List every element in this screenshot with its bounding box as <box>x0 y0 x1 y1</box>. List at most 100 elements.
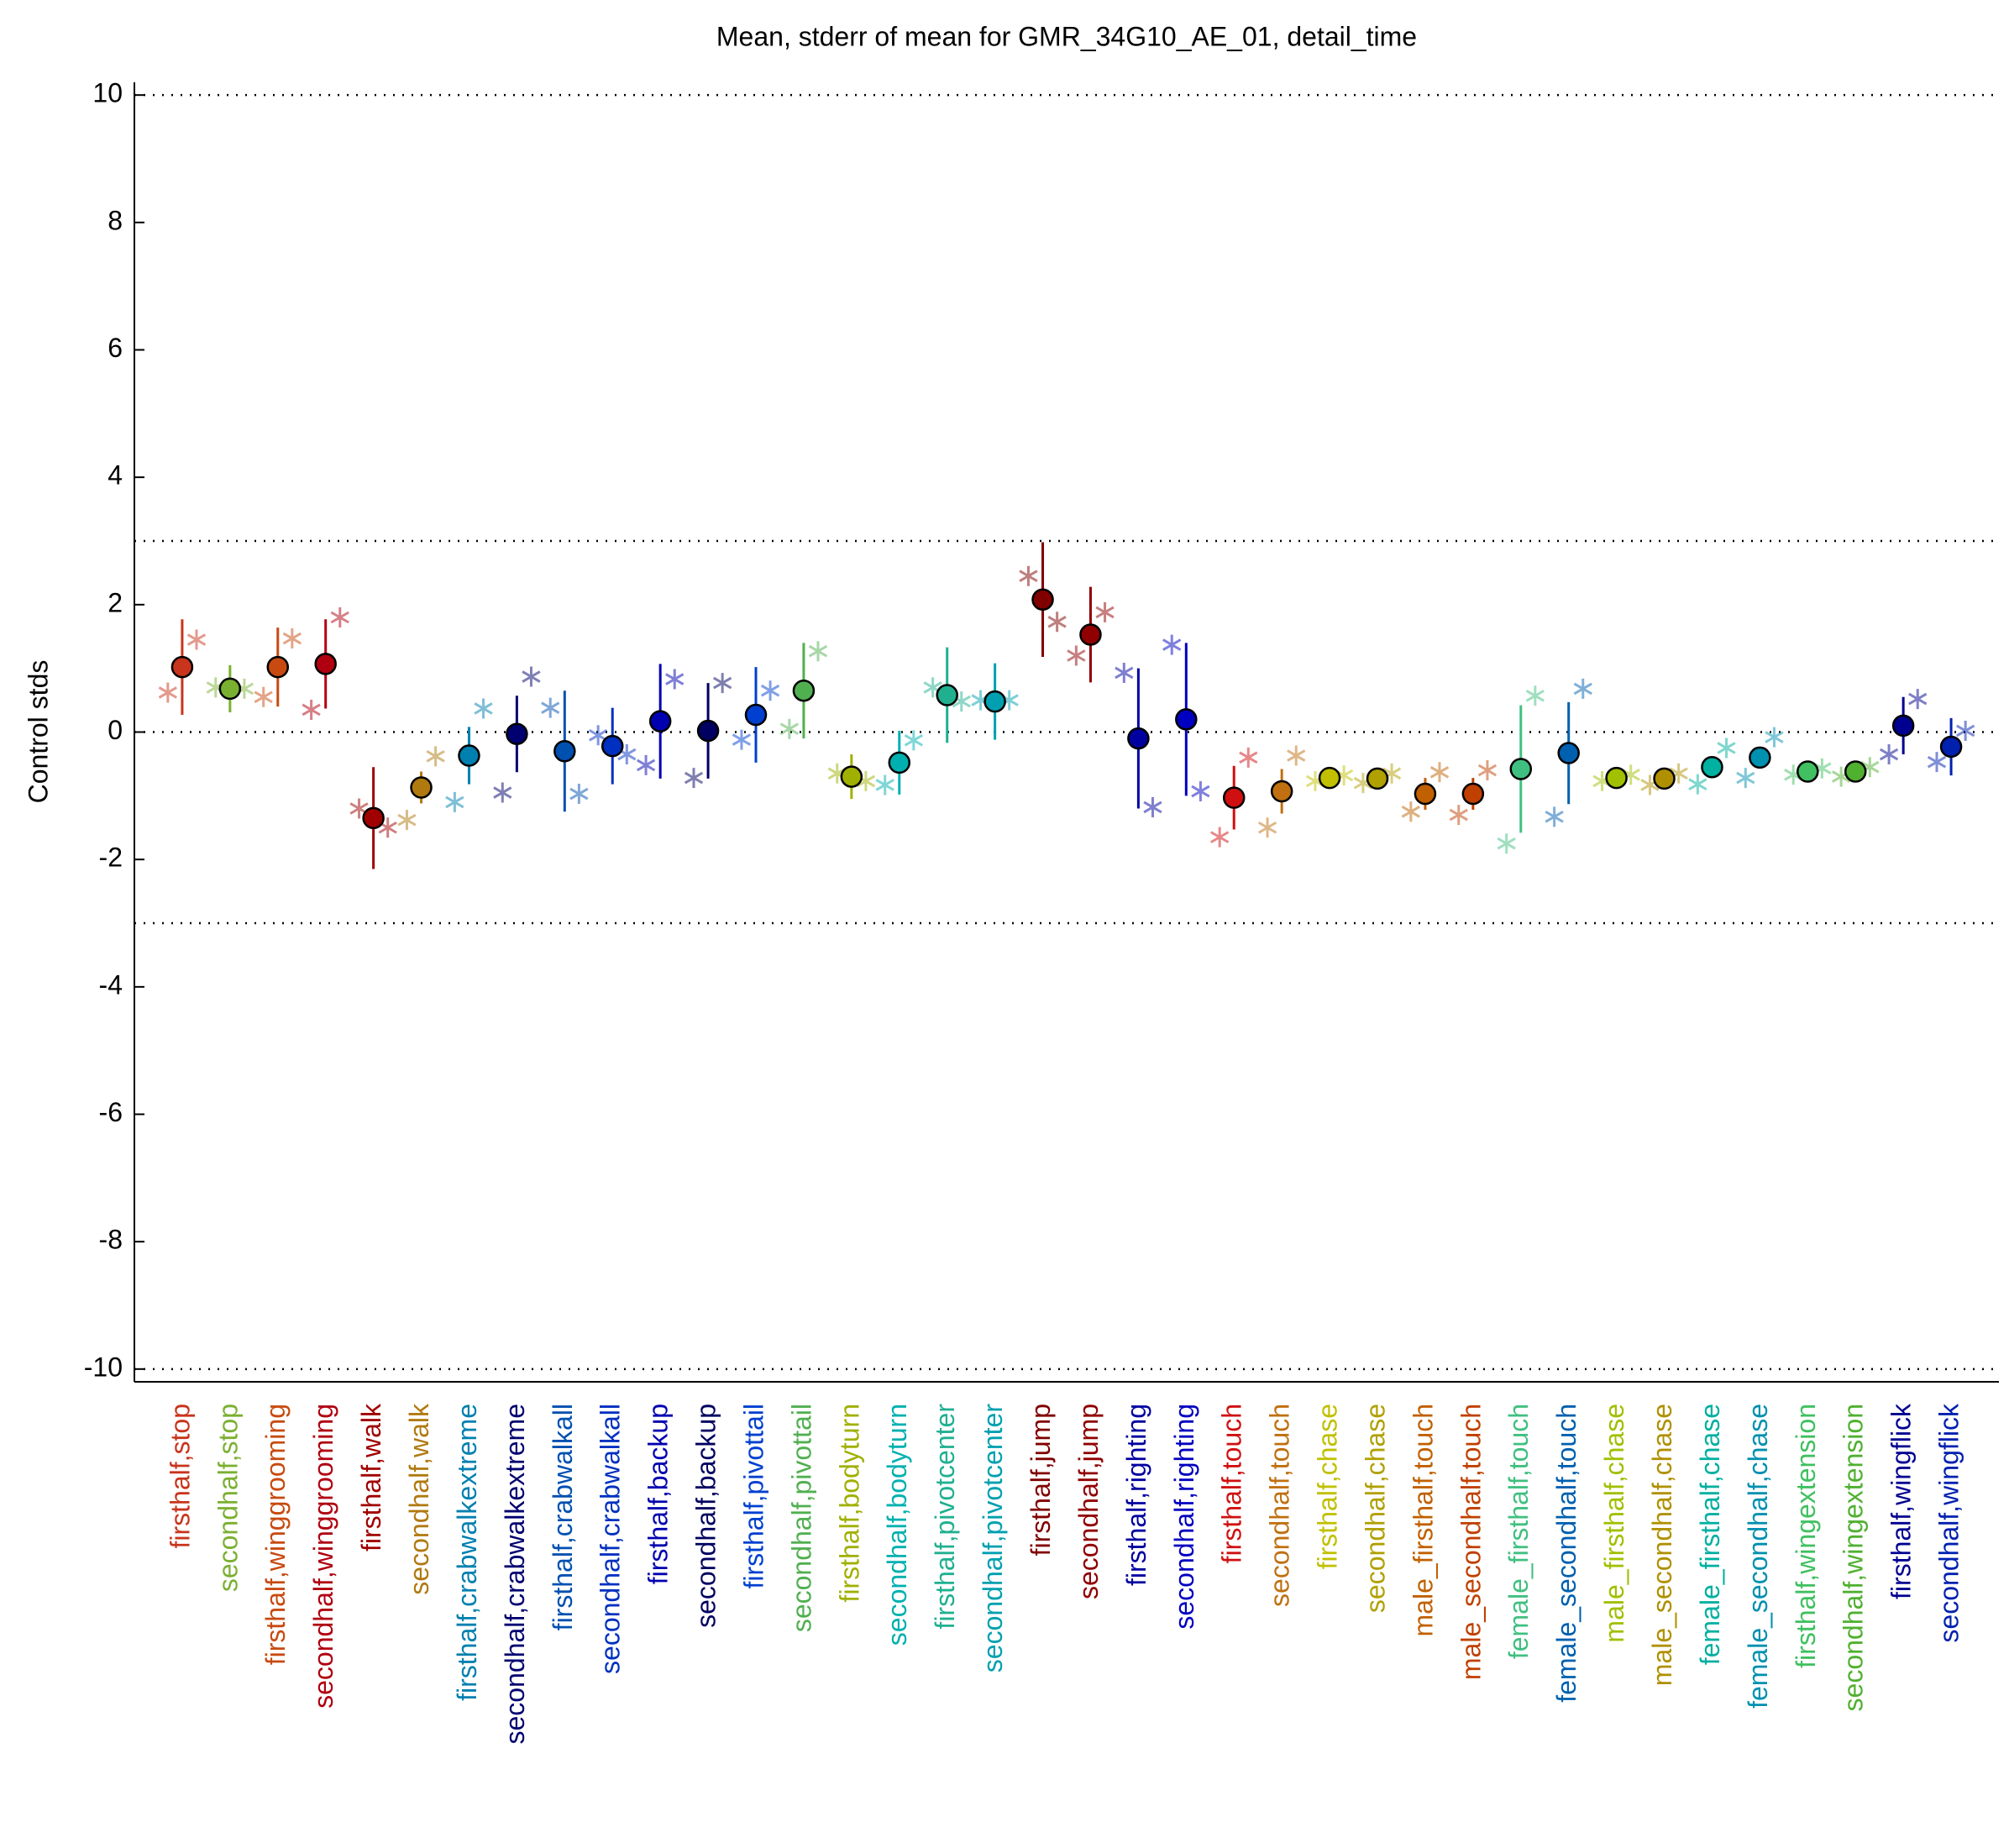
mean-marker <box>170 655 194 679</box>
mean-marker <box>553 740 576 763</box>
mean-marker <box>1366 767 1389 790</box>
mean-marker <box>696 719 720 743</box>
x-tick-label: secondhalf,walk <box>404 1403 434 1595</box>
x-tick-label: secondhalf,pivottail <box>786 1404 816 1632</box>
y-tick-label: 8 <box>108 205 123 235</box>
x-tick-label: secondhalf,bodyturn <box>882 1404 912 1646</box>
side-point <box>760 680 780 701</box>
side-point <box>1210 827 1230 848</box>
side-point <box>493 782 512 803</box>
side-point <box>665 669 685 690</box>
side-point <box>397 810 417 831</box>
side-point <box>330 607 349 627</box>
side-point <box>875 774 894 795</box>
mean-marker <box>266 655 290 679</box>
side-point <box>1239 747 1258 768</box>
x-tick-label: female_firsthalf,touch <box>1503 1404 1534 1659</box>
side-point <box>254 686 273 707</box>
side-point <box>1019 565 1038 586</box>
side-point <box>158 682 177 703</box>
x-tick-label: firsthalf,winggrooming <box>260 1404 291 1665</box>
mean-marker <box>936 684 958 706</box>
x-tick-label: firsthalf,pivotcenter <box>930 1404 960 1630</box>
mean-marker <box>1079 623 1102 646</box>
x-tick-label: female_firsthalf,chase <box>1695 1404 1725 1665</box>
chart-title: Mean, stderr of mean for GMR_34G10_AE_01… <box>716 21 1417 51</box>
x-tick-label: firsthalf,pivottail <box>738 1404 768 1589</box>
side-point <box>1143 796 1162 817</box>
mean-marker <box>1414 782 1437 806</box>
side-point <box>636 754 656 775</box>
x-tick-label: firsthalf,bodyturn <box>834 1404 864 1603</box>
x-tick-label: firsthalf,wingextension <box>1791 1404 1821 1668</box>
mean-marker <box>1701 755 1723 779</box>
mean-marker <box>410 776 433 799</box>
x-tick-label: firsthalf,wingflick <box>1886 1403 1917 1599</box>
y-axis-label: Control stds <box>23 660 53 804</box>
side-point <box>1545 806 1564 827</box>
mean-marker <box>1509 758 1533 780</box>
mean-marker <box>1797 760 1819 783</box>
y-tick-label: 2 <box>108 587 123 617</box>
side-point <box>302 699 321 720</box>
mean-marker <box>792 679 816 702</box>
y-tick-label: -8 <box>99 1225 123 1255</box>
mean-marker <box>888 751 911 774</box>
mean-marker <box>458 744 480 767</box>
side-point <box>282 628 302 649</box>
side-point <box>1095 601 1115 622</box>
x-tick-label: male_firsthalf,touch <box>1408 1404 1438 1636</box>
x-tick-label: secondhalf,touch <box>1265 1404 1295 1607</box>
side-point <box>904 730 923 751</box>
side-point <box>732 729 752 750</box>
side-point <box>522 666 541 687</box>
side-point <box>1573 678 1592 699</box>
side-point <box>684 768 704 789</box>
x-tick-label: female_secondhalf,touch <box>1551 1404 1581 1703</box>
side-point <box>1525 685 1545 706</box>
side-point <box>1115 662 1134 683</box>
x-tick-label: secondhalf,pivotcenter <box>978 1404 1008 1673</box>
side-point <box>426 746 445 767</box>
mean-marker <box>1127 727 1150 750</box>
x-tick-label: firsthalf,crabwalkall <box>548 1404 578 1630</box>
side-point <box>569 784 589 805</box>
side-point <box>1287 745 1306 766</box>
mean-marker <box>1461 782 1485 806</box>
x-tick-label: secondhalf,chase <box>1360 1404 1390 1613</box>
side-point <box>1162 634 1182 655</box>
x-tick-label: male_secondhalf,chase <box>1647 1404 1677 1686</box>
mean-marker <box>840 765 863 788</box>
x-tick-label: firsthalf,crabwalkextreme <box>452 1404 482 1701</box>
x-tick-label: secondhalf,winggrooming <box>308 1404 338 1709</box>
side-point <box>186 629 207 650</box>
side-point <box>589 725 608 746</box>
side-point <box>1956 720 1975 741</box>
x-tick-label: secondhalf,righting <box>1169 1404 1199 1630</box>
y-tick-label: -6 <box>99 1097 123 1127</box>
mean-marker <box>1939 735 1963 759</box>
x-tick-label: secondhalf,wingflick <box>1934 1403 1964 1643</box>
mean-marker <box>1605 766 1628 790</box>
mean-marker <box>1318 766 1341 790</box>
side-point <box>1449 805 1468 826</box>
y-tick-label: -10 <box>84 1352 123 1382</box>
side-point <box>1927 752 1947 773</box>
x-tick-label: secondhalf,stop <box>212 1404 243 1592</box>
side-point <box>445 791 464 812</box>
side-point <box>1717 738 1736 759</box>
side-point <box>1401 801 1420 822</box>
mean-marker <box>1175 708 1198 731</box>
mean-marker <box>314 653 337 675</box>
mean-marker <box>744 703 768 727</box>
side-point <box>1477 760 1498 780</box>
x-tick-label: secondhalf,crabwalkall <box>595 1404 626 1674</box>
side-point <box>1908 689 1928 710</box>
x-tick-label: female_secondhalf,chase <box>1743 1404 1773 1709</box>
y-tick-label: 0 <box>108 715 123 745</box>
side-point <box>713 673 732 694</box>
y-tick-label: 6 <box>108 333 123 363</box>
mean-marker <box>1891 714 1915 738</box>
y-tick-label: -2 <box>99 843 123 873</box>
x-tick-label: firsthalf,chase <box>1313 1404 1343 1569</box>
